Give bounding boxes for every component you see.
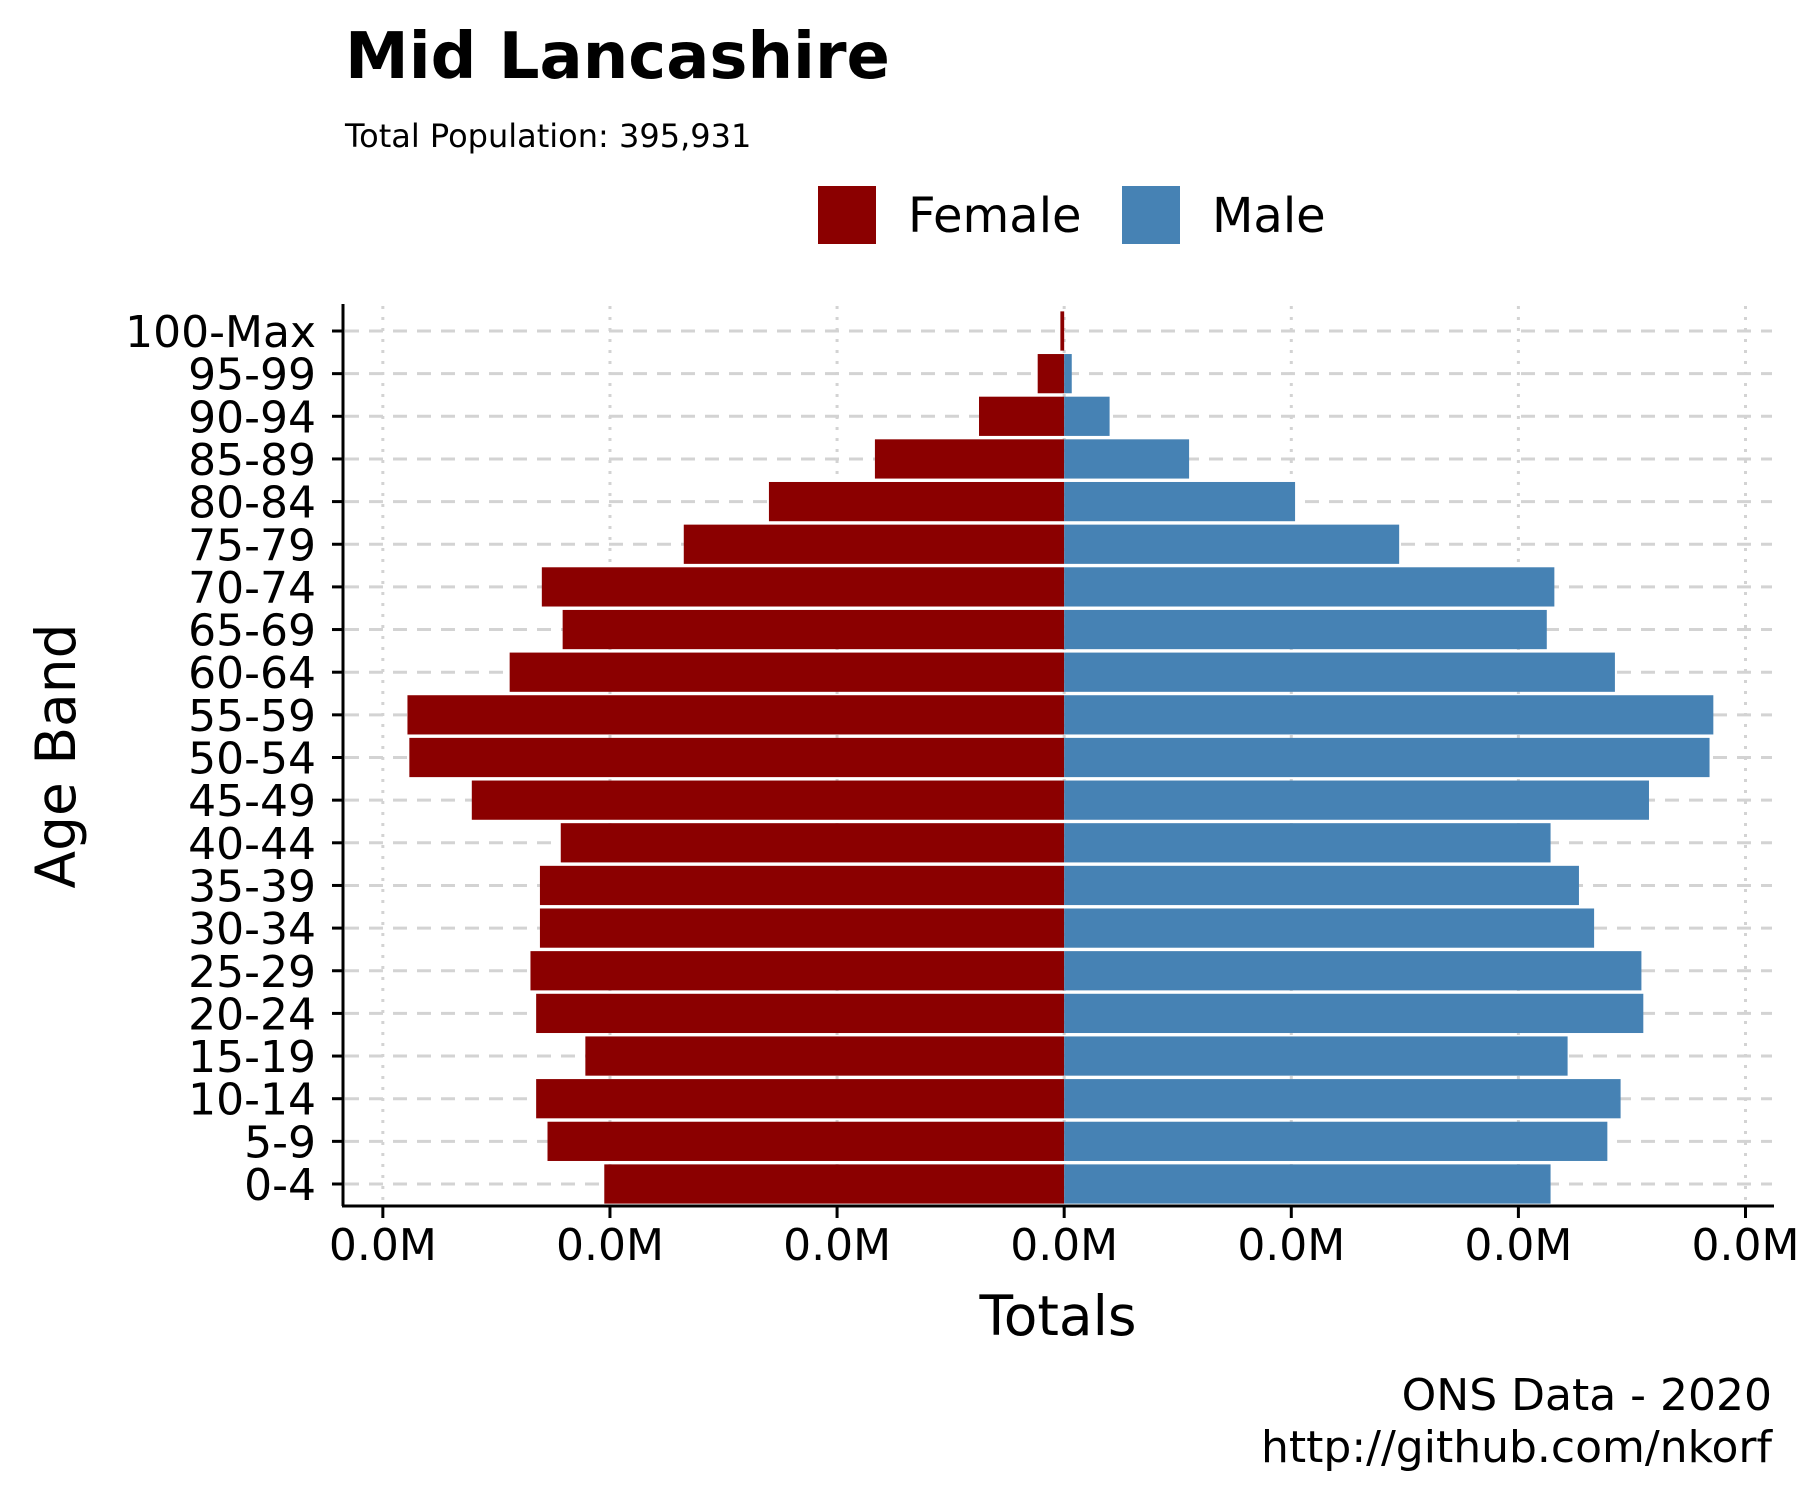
bar-male-80-84: [1064, 481, 1296, 522]
bar-female-85-89: [874, 439, 1065, 479]
x-tick-label: 0.0M: [1010, 1220, 1118, 1271]
bar-female-80-84: [768, 481, 1065, 522]
y-tick-label: 0-4: [244, 1160, 316, 1211]
bar-female-40-44: [560, 823, 1065, 863]
caption-url: http://github.com/nkorf: [1261, 1422, 1773, 1473]
bar-male-75-79: [1064, 524, 1400, 564]
chart-subtitle: Total Population: 395,931: [344, 117, 751, 155]
y-tick-label: 80-84: [188, 478, 316, 529]
y-tick-label: 60-64: [188, 648, 316, 699]
bars: [407, 311, 1714, 1204]
bar-female-35-39: [539, 865, 1065, 906]
y-tick-label: 40-44: [188, 819, 316, 870]
y-tick-label: 30-34: [188, 904, 316, 955]
bar-female-75-79: [683, 524, 1065, 564]
bar-male-65-69: [1064, 609, 1547, 650]
bar-male-30-34: [1064, 908, 1595, 948]
bar-male-15-19: [1064, 1036, 1568, 1076]
y-axis-title: Age Band: [24, 623, 88, 888]
bar-female-5-9: [547, 1121, 1065, 1161]
y-tick-label: 15-19: [188, 1032, 316, 1083]
legend-swatch-male: [1122, 186, 1180, 244]
y-tick-label: 35-39: [188, 861, 316, 912]
bar-female-65-69: [562, 609, 1065, 650]
y-tick-label: 75-79: [188, 520, 316, 571]
y-tick-label: 95-99: [188, 350, 316, 401]
bar-female-50-54: [409, 737, 1065, 778]
bar-male-70-74: [1064, 567, 1555, 607]
bar-female-55-59: [407, 695, 1065, 735]
bar-female-0-4: [604, 1164, 1065, 1204]
bar-male-20-24: [1064, 993, 1644, 1034]
bar-male-55-59: [1064, 695, 1714, 735]
bar-female-100-Max: [1060, 311, 1065, 351]
y-tick-label: 25-29: [188, 947, 316, 998]
bar-female-10-14: [536, 1079, 1065, 1119]
y-tick-label: 90-94: [188, 392, 316, 443]
legend-label-male: Male: [1212, 188, 1326, 244]
y-tick-label: 50-54: [188, 734, 316, 785]
y-tick-label: 20-24: [188, 989, 316, 1040]
x-axis-title: Totals: [978, 1284, 1136, 1348]
bar-male-0-4: [1064, 1164, 1551, 1204]
x-tick-label: 0.0M: [329, 1220, 437, 1271]
chart-title: Mid Lancashire: [345, 20, 890, 94]
bar-male-95-99: [1064, 354, 1072, 394]
bar-male-50-54: [1064, 737, 1710, 778]
x-ticks: 0.0M 0.0M 0.0M 0.0M 0.0M 0.0M 0.0M: [329, 1207, 1800, 1271]
bar-male-5-9: [1064, 1121, 1608, 1161]
bar-male-35-39: [1064, 865, 1579, 906]
bar-female-30-34: [539, 908, 1065, 948]
y-ticks: 0-45-910-1415-1920-2425-2930-3435-3940-4…: [125, 307, 343, 1211]
bar-male-90-94: [1064, 396, 1110, 436]
legend-label-female: Female: [908, 188, 1082, 244]
bar-female-15-19: [585, 1036, 1065, 1076]
bar-female-90-94: [979, 396, 1065, 436]
x-tick-label: 0.0M: [556, 1220, 664, 1271]
x-tick-label: 0.0M: [783, 1220, 891, 1271]
legend: Female Male: [818, 186, 1326, 244]
caption-source: ONS Data - 2020: [1402, 1370, 1772, 1421]
bar-female-70-74: [541, 567, 1065, 607]
legend-swatch-female: [818, 186, 876, 244]
bar-male-45-49: [1064, 780, 1649, 820]
x-tick-label: 0.0M: [1692, 1220, 1800, 1271]
bar-male-25-29: [1064, 951, 1642, 991]
y-tick-label: 55-59: [188, 691, 316, 742]
y-tick-label: 85-89: [188, 435, 316, 486]
y-tick-label: 100-Max: [125, 307, 316, 358]
x-tick-label: 0.0M: [1237, 1220, 1345, 1271]
bar-male-40-44: [1064, 823, 1551, 863]
bar-female-25-29: [530, 951, 1065, 991]
y-tick-label: 70-74: [188, 563, 316, 614]
bar-female-60-64: [509, 652, 1065, 692]
bar-female-20-24: [536, 993, 1065, 1034]
bar-male-60-64: [1064, 652, 1615, 692]
bar-male-10-14: [1064, 1079, 1621, 1119]
y-tick-label: 5-9: [244, 1117, 316, 1168]
x-tick-label: 0.0M: [1464, 1220, 1572, 1271]
bar-male-85-89: [1064, 439, 1190, 479]
y-tick-label: 45-49: [188, 776, 316, 827]
bar-female-95-99: [1037, 354, 1065, 394]
y-tick-label: 65-69: [188, 606, 316, 657]
y-tick-label: 10-14: [188, 1075, 316, 1126]
bar-female-45-49: [471, 780, 1065, 820]
